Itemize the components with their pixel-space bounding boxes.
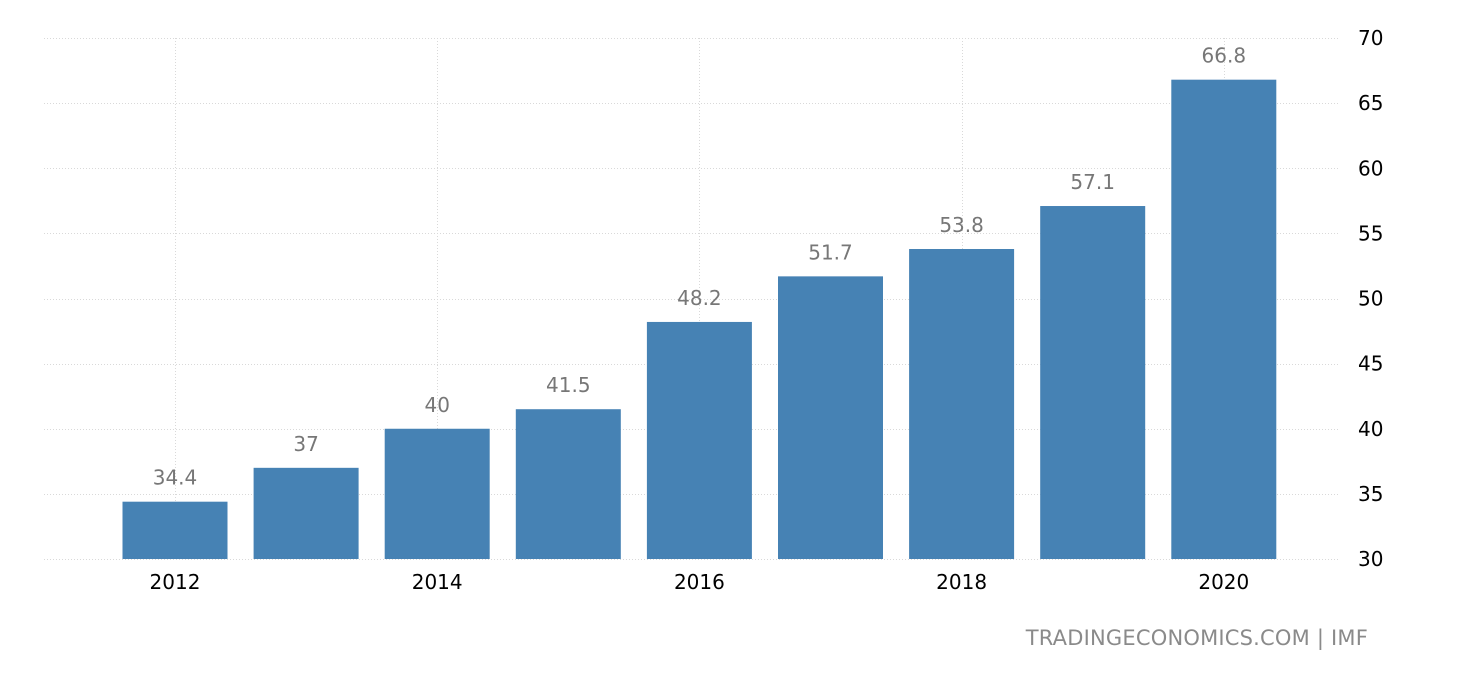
data-labels: 34.4 37 40 41.5 48.2 51.7 53.8 57.1 66.8 [153, 44, 1246, 490]
bar-2015[interactable] [515, 409, 621, 559]
data-label-2013: 37 [293, 432, 318, 456]
y-tick-label: 55 [1358, 221, 1383, 245]
data-label-2017: 51.7 [808, 240, 853, 264]
bar-2013[interactable] [253, 467, 359, 559]
data-label-2019: 57.1 [1070, 170, 1115, 194]
bar-2020[interactable] [1171, 79, 1277, 560]
y-axis: 30 35 40 45 50 55 60 65 70 [1358, 26, 1383, 571]
data-label-2014: 40 [424, 393, 449, 417]
y-tick-label: 65 [1358, 91, 1383, 115]
data-label-2020: 66.8 [1202, 44, 1247, 68]
y-tick-label: 70 [1358, 26, 1383, 50]
bars [122, 79, 1277, 560]
y-tick-label: 60 [1358, 156, 1383, 180]
x-tick-label: 2012 [150, 570, 201, 594]
source-attribution[interactable]: TRADINGECONOMICS.COM | IMF [1025, 626, 1368, 650]
data-label-2016: 48.2 [677, 286, 722, 310]
bar-2016[interactable] [646, 321, 752, 559]
bar-2019[interactable] [1040, 206, 1146, 559]
x-tick-label: 2020 [1198, 570, 1249, 594]
data-label-2012: 34.4 [153, 466, 198, 490]
y-tick-label: 35 [1358, 482, 1383, 506]
x-axis: 2012 2014 2016 2018 2020 [150, 570, 1250, 594]
data-label-2015: 41.5 [546, 373, 591, 397]
bar-2014[interactable] [384, 428, 490, 559]
y-tick-label: 50 [1358, 287, 1383, 311]
bar-2017[interactable] [778, 276, 883, 559]
data-label-2018: 53.8 [939, 213, 984, 237]
bar-2012[interactable] [122, 501, 228, 559]
y-tick-label: 40 [1358, 417, 1383, 441]
y-tick-label: 30 [1358, 547, 1383, 571]
x-tick-label: 2016 [674, 570, 725, 594]
y-tick-label: 45 [1358, 352, 1383, 376]
x-tick-label: 2014 [412, 570, 463, 594]
x-tick-label: 2018 [936, 570, 987, 594]
bar-2018[interactable] [909, 249, 1015, 559]
